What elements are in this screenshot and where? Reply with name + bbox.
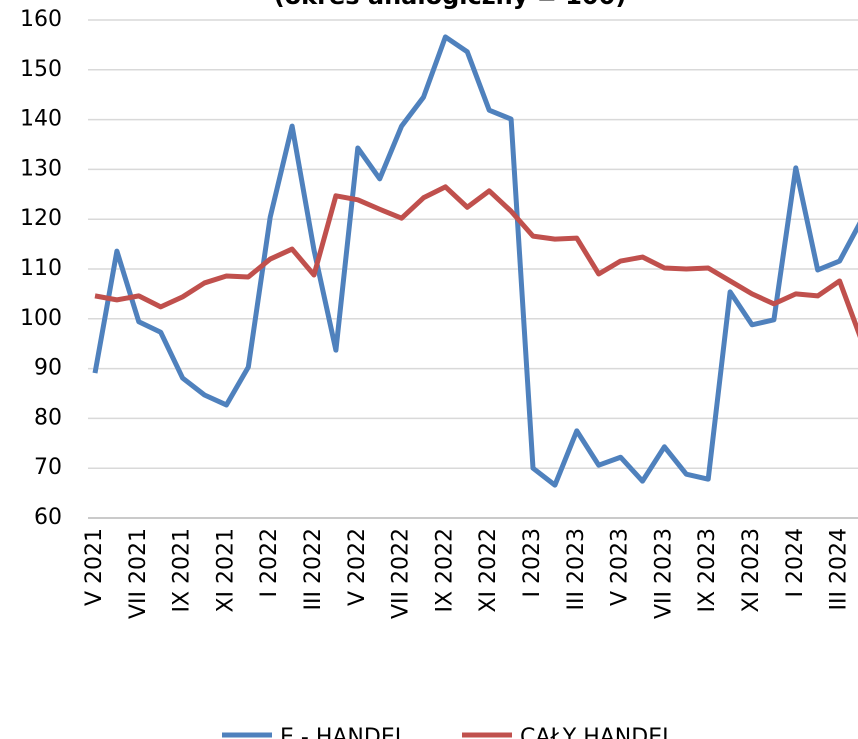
x-tick-label: IX 2023	[695, 528, 720, 613]
x-tick-label: IX 2022	[432, 528, 457, 613]
x-tick-label: I 2024	[783, 528, 808, 597]
x-tick-label: V 2022	[345, 528, 370, 606]
legend-label: CAŁY HANDEL	[520, 725, 675, 739]
line-series	[92, 34, 858, 488]
y-tick-label: 110	[20, 256, 62, 281]
x-tick-label: III 2022	[301, 528, 326, 610]
y-tick-label: 130	[20, 156, 62, 181]
x-tick-label: IX 2021	[170, 528, 195, 613]
y-tick-label: 140	[20, 107, 62, 132]
x-tick-label: III 2023	[564, 528, 589, 610]
x-tick-label: III 2024	[827, 528, 852, 610]
y-tick-label: 80	[34, 405, 62, 430]
x-tick-label: V 2021	[82, 528, 107, 606]
x-tick-label: VII 2022	[389, 528, 414, 619]
x-tick-label: XI 2023	[739, 528, 764, 613]
y-tick-label: 150	[20, 57, 62, 82]
x-tick-label: V 2023	[608, 528, 633, 606]
x-tick-label: I 2022	[257, 528, 282, 597]
y-tick-label: 90	[34, 356, 62, 381]
legend-label: E - HANDEL	[280, 725, 408, 739]
y-tick-label: 60	[34, 505, 62, 530]
x-tick-label: XI 2021	[213, 528, 238, 613]
x-tick-label: VII 2021	[126, 528, 151, 619]
y-tick-label: 100	[20, 306, 62, 331]
chart-title: (okres analogiczny = 100)	[274, 0, 627, 10]
y-tick-label: 120	[20, 206, 62, 231]
y-tick-label: 70	[34, 455, 62, 480]
x-tick-label: I 2023	[520, 528, 545, 597]
line-series	[94, 184, 858, 338]
x-tick-label: VII 2023	[651, 528, 676, 619]
y-tick-label: 160	[20, 7, 62, 32]
x-tick-label: XI 2022	[476, 528, 501, 613]
